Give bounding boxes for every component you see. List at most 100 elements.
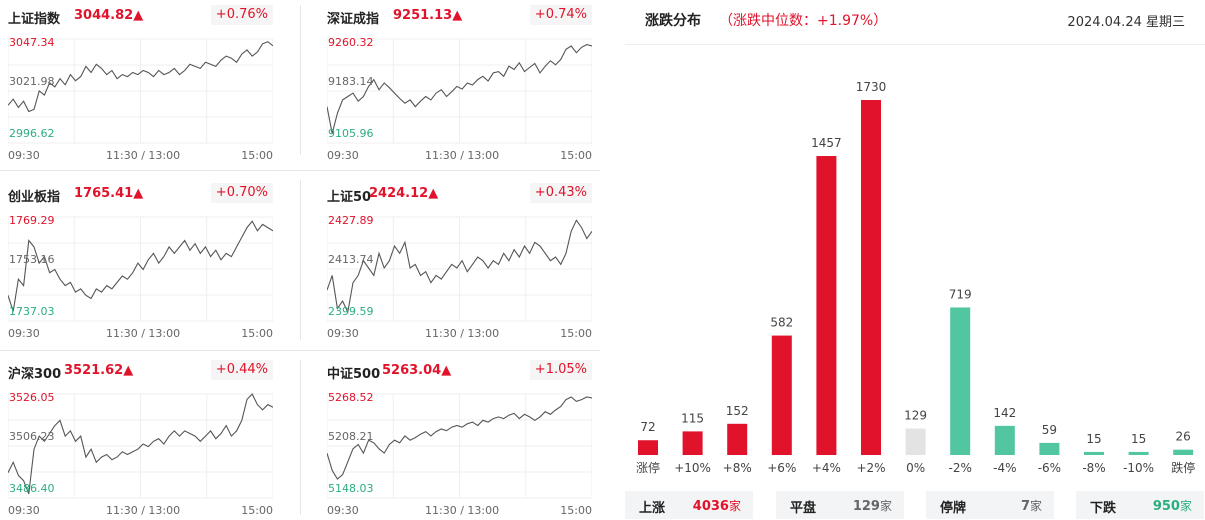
price-line bbox=[8, 393, 273, 495]
time-label: 11:30 / 13:00 bbox=[106, 504, 181, 517]
summary-item: 下跌 950家 bbox=[1076, 491, 1204, 519]
intraday-chart bbox=[8, 38, 273, 144]
summary-value: 950家 bbox=[1153, 497, 1192, 514]
axis-low-label: 3486.40 bbox=[9, 482, 55, 495]
index-card[interactable]: 深证成指 9251.13▲ +0.74% 9260.32 9183.14 9105.96 0… bbox=[327, 5, 592, 165]
distribution-bar bbox=[905, 428, 926, 455]
bar-category-label: 0% bbox=[906, 461, 925, 475]
bar-value-label: 719 bbox=[949, 287, 972, 301]
intraday-chart bbox=[8, 393, 273, 499]
index-name: 沪深300 bbox=[8, 367, 62, 382]
axis-high-label: 2427.89 bbox=[328, 214, 374, 227]
time-label: 09:30 bbox=[327, 149, 359, 162]
price-line bbox=[327, 219, 592, 314]
bar-category-label: 跌停 bbox=[1171, 460, 1195, 475]
intraday-chart bbox=[327, 393, 592, 499]
summary-label: 停牌 bbox=[940, 501, 967, 516]
distribution-bar bbox=[1173, 449, 1194, 455]
index-value: 5263.04▲ bbox=[382, 363, 452, 378]
time-label: 09:30 bbox=[327, 327, 359, 340]
bar-value-label: 72 bbox=[640, 420, 655, 434]
bar-value-label: 152 bbox=[726, 404, 749, 418]
time-label: 11:30 / 13:00 bbox=[425, 504, 500, 517]
distribution-bar bbox=[994, 425, 1015, 455]
axis-high-label: 1769.29 bbox=[9, 214, 55, 227]
trade-date: 2024.04.24 星期三 bbox=[1067, 15, 1185, 30]
index-name: 创业板指 bbox=[8, 190, 61, 205]
index-name: 上证50 bbox=[327, 190, 372, 205]
index-change-pct: +0.70% bbox=[210, 183, 273, 203]
index-change-pct: +0.74% bbox=[529, 5, 592, 25]
intraday-chart bbox=[327, 216, 592, 322]
time-label: 09:30 bbox=[327, 504, 359, 517]
axis-low-label: 2996.62 bbox=[9, 127, 55, 140]
bar-category-label: -2% bbox=[949, 461, 972, 475]
bar-value-label: 1730 bbox=[856, 80, 887, 94]
index-card[interactable]: 创业板指 1765.41▲ +0.70% 1769.29 1753.16 1737.03 0… bbox=[8, 183, 273, 343]
summary-label: 上涨 bbox=[639, 501, 666, 516]
time-label: 09:30 bbox=[8, 504, 40, 517]
axis-mid-label: 5208.21 bbox=[328, 430, 374, 443]
index-change-pct: +1.05% bbox=[529, 360, 592, 380]
price-line bbox=[327, 44, 592, 134]
bar-category-label: +6% bbox=[767, 461, 796, 475]
price-line bbox=[8, 41, 273, 113]
axis-low-label: 2399.59 bbox=[328, 305, 374, 318]
index-header: 上证指数 3044.82▲ +0.76% bbox=[8, 5, 273, 27]
index-card[interactable]: 上证指数 3044.82▲ +0.76% 3047.34 3021.98 2996.62 0… bbox=[8, 5, 273, 165]
summary-item: 平盘 129家 bbox=[776, 491, 904, 519]
bar-value-label: 26 bbox=[1176, 430, 1191, 444]
index-name: 上证指数 bbox=[8, 12, 61, 27]
bar-value-label: 59 bbox=[1042, 423, 1057, 437]
price-line bbox=[327, 396, 592, 480]
distribution-title: 涨跌分布 bbox=[645, 13, 701, 29]
divider bbox=[300, 5, 301, 155]
index-value: 2424.12▲ bbox=[369, 186, 439, 201]
bar-category-label: -10% bbox=[1123, 461, 1154, 475]
bar-category-label: -8% bbox=[1082, 461, 1105, 475]
index-change-pct: +0.44% bbox=[210, 360, 273, 380]
index-value: 3521.62▲ bbox=[64, 363, 134, 378]
time-label: 11:30 / 13:00 bbox=[106, 327, 181, 340]
summary-unit: 家 bbox=[1179, 499, 1192, 513]
summary-label: 平盘 bbox=[790, 501, 817, 516]
index-header: 创业板指 1765.41▲ +0.70% bbox=[8, 183, 273, 205]
summary-value: 4036家 bbox=[693, 497, 741, 514]
intraday-chart bbox=[8, 216, 273, 322]
distribution-bar bbox=[950, 307, 971, 455]
distribution-bar bbox=[727, 423, 748, 455]
summary-value: 7家 bbox=[1021, 497, 1042, 514]
bar-category-label: +2% bbox=[856, 461, 885, 475]
bar-value-label: 142 bbox=[993, 406, 1016, 420]
axis-high-label: 3047.34 bbox=[9, 36, 55, 49]
index-header: 深证成指 9251.13▲ +0.74% bbox=[327, 5, 592, 27]
bar-category-label: +8% bbox=[723, 461, 752, 475]
distribution-median: （涨跌中位数：+1.97%） bbox=[719, 13, 888, 29]
bar-category-label: 涨停 bbox=[636, 460, 660, 475]
index-change-pct: +0.43% bbox=[529, 183, 592, 203]
bar-value-label: 1457 bbox=[811, 136, 842, 150]
index-card[interactable]: 上证50 2424.12▲ +0.43% 2427.89 2413.74 2399.59 0… bbox=[327, 183, 592, 343]
index-card[interactable]: 沪深300 3521.62▲ +0.44% 3526.05 3506.23 3486.40… bbox=[8, 360, 273, 520]
distribution-bar bbox=[1084, 451, 1104, 455]
index-value: 3044.82▲ bbox=[74, 8, 144, 23]
index-name: 中证500 bbox=[327, 367, 381, 382]
summary-unit: 家 bbox=[1029, 499, 1042, 513]
time-label: 11:30 / 13:00 bbox=[106, 149, 181, 162]
time-label: 15:00 bbox=[560, 504, 592, 517]
distribution-bar bbox=[771, 335, 792, 455]
bar-value-label: 129 bbox=[904, 409, 927, 423]
bar-category-label: -4% bbox=[993, 461, 1016, 475]
distribution-bar bbox=[861, 100, 881, 455]
time-label: 09:30 bbox=[8, 149, 40, 162]
index-card[interactable]: 中证500 5263.04▲ +1.05% 5268.52 5208.21 5148.03… bbox=[327, 360, 592, 520]
bar-category-label: +10% bbox=[674, 461, 711, 475]
divider bbox=[625, 44, 1205, 45]
axis-mid-label: 2413.74 bbox=[328, 253, 374, 266]
index-value: 9251.13▲ bbox=[393, 8, 463, 23]
time-label: 15:00 bbox=[560, 327, 592, 340]
index-value: 1765.41▲ bbox=[74, 186, 144, 201]
summary-count: 7 bbox=[1020, 499, 1030, 514]
index-change-pct: +0.76% bbox=[210, 5, 273, 25]
bar-value-label: 582 bbox=[770, 316, 793, 330]
